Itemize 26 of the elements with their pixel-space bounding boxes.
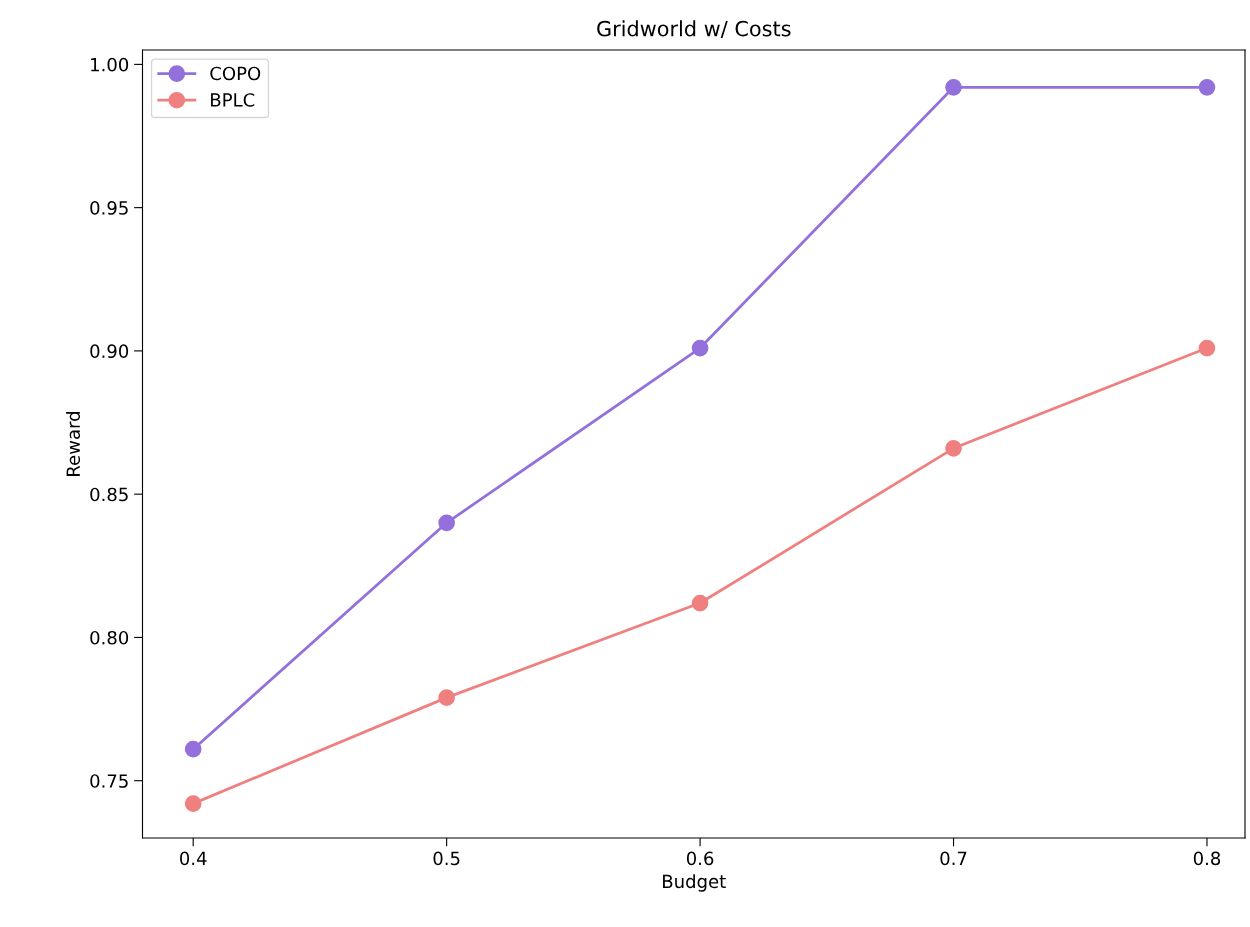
y-tick-label: 0.85: [90, 487, 128, 502]
point: [691, 339, 709, 357]
legend-label: COPO: [210, 66, 261, 81]
x-tick-label: 0.4: [180, 851, 207, 866]
point: [184, 795, 202, 812]
y-tick-label: 0.95: [90, 201, 128, 215]
point: [1198, 78, 1216, 96]
point: [945, 439, 962, 457]
x-tick-label: 0.5: [433, 851, 460, 866]
chart-title: Gridworld w/ Costs: [597, 20, 791, 39]
y-tick-label: 0.75: [90, 774, 128, 788]
y-tick-label: 0.90: [90, 344, 129, 359]
legend-label: BPLC: [211, 93, 255, 107]
x-axis-title: Budget: [663, 874, 726, 892]
y-tick-label: 1.00: [91, 57, 129, 72]
x-tick-label: 0.6: [686, 851, 714, 866]
x-tick-label: 0.8: [1193, 851, 1221, 866]
point: [1198, 339, 1216, 357]
point: [184, 740, 202, 758]
y-axis-title: Reward: [66, 412, 81, 476]
point: [438, 514, 455, 532]
point: [945, 78, 962, 96]
point: [691, 594, 709, 612]
point: [438, 689, 455, 706]
y-tick-label: 0.80: [90, 630, 129, 645]
x-tick-label: 0.7: [940, 851, 967, 866]
